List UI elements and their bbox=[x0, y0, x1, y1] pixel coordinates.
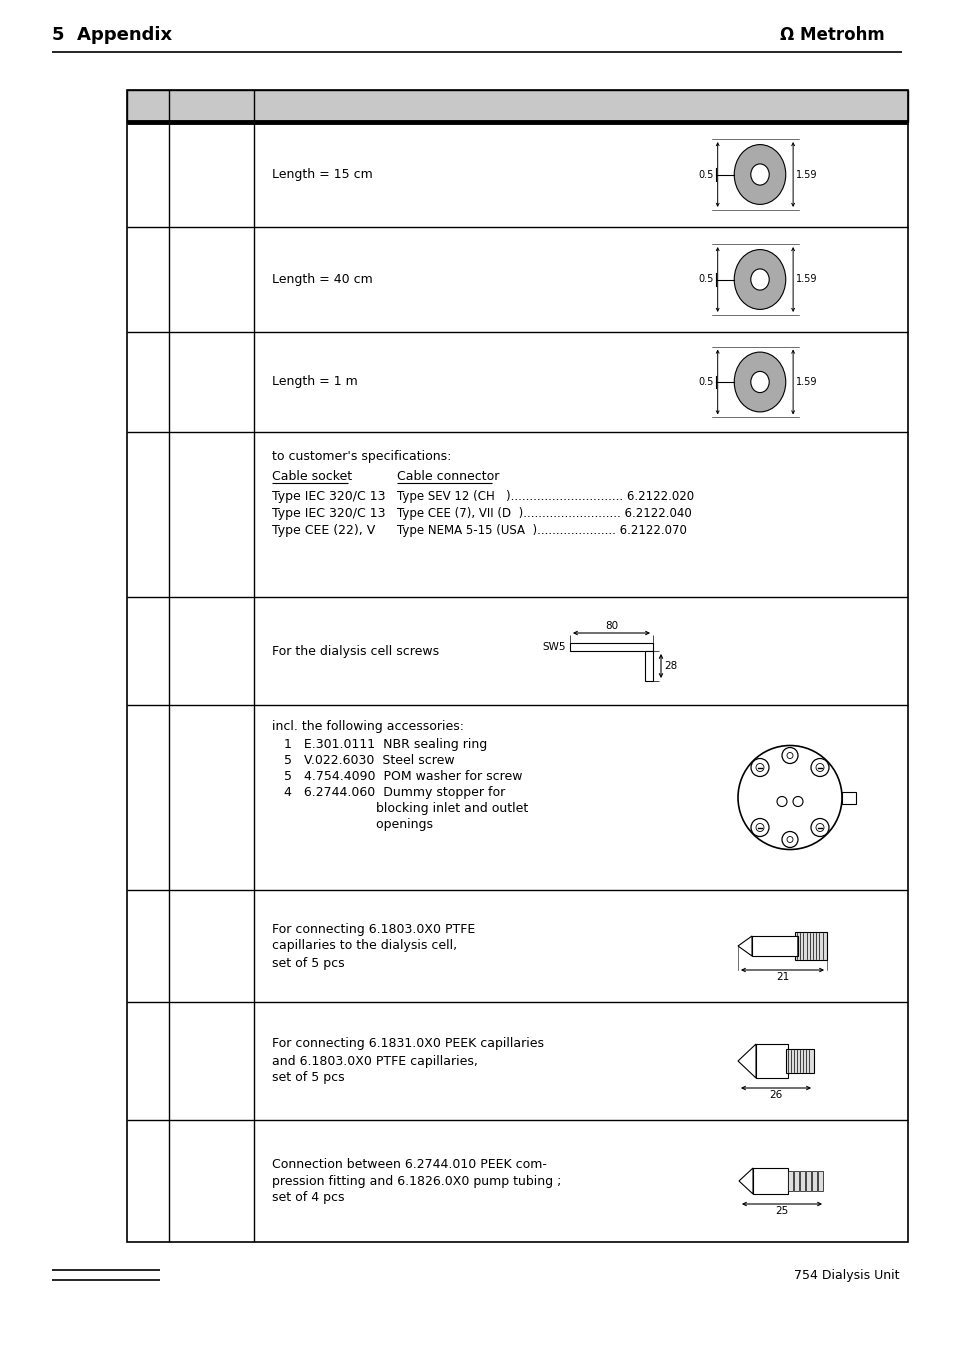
Circle shape bbox=[755, 763, 763, 771]
Polygon shape bbox=[738, 936, 751, 957]
Circle shape bbox=[755, 824, 763, 831]
Text: Connection between 6.2744.010 PEEK com-
pression fitting and 6.1826.0X0 pump tub: Connection between 6.2744.010 PEEK com- … bbox=[272, 1158, 560, 1205]
Text: For connecting 6.1803.0X0 PTFE
capillaries to the dialysis cell,
set of 5 pcs: For connecting 6.1803.0X0 PTFE capillari… bbox=[272, 923, 475, 970]
Text: Length = 40 cm: Length = 40 cm bbox=[272, 273, 373, 286]
Text: 26: 26 bbox=[768, 1090, 781, 1100]
Text: 5  Appendix: 5 Appendix bbox=[52, 26, 172, 45]
Bar bbox=[127, 91, 907, 1242]
Circle shape bbox=[815, 763, 823, 771]
Circle shape bbox=[750, 819, 768, 836]
Text: blocking inlet and outlet: blocking inlet and outlet bbox=[284, 802, 528, 815]
Text: Type IEC 320/C 13: Type IEC 320/C 13 bbox=[272, 490, 385, 503]
Ellipse shape bbox=[734, 353, 785, 412]
Ellipse shape bbox=[750, 163, 768, 185]
Text: For the dialysis cell screws: For the dialysis cell screws bbox=[272, 644, 438, 658]
Text: 1.59: 1.59 bbox=[795, 377, 817, 386]
Circle shape bbox=[781, 747, 797, 763]
Text: Length = 1 m: Length = 1 m bbox=[272, 376, 357, 389]
Ellipse shape bbox=[750, 269, 768, 290]
Text: 0.5: 0.5 bbox=[698, 377, 713, 386]
Bar bbox=[811, 1171, 816, 1192]
Polygon shape bbox=[739, 1169, 752, 1194]
Text: Type NEMA 5-15 (USA  )..................... 6.2122.070: Type NEMA 5-15 (USA )...................… bbox=[396, 524, 686, 536]
Text: incl. the following accessories:: incl. the following accessories: bbox=[272, 720, 463, 734]
Bar bbox=[752, 1169, 787, 1194]
Bar bbox=[127, 91, 907, 122]
Bar bbox=[793, 1171, 799, 1192]
Circle shape bbox=[738, 746, 841, 850]
Text: 80: 80 bbox=[604, 621, 618, 631]
Bar bbox=[794, 932, 826, 961]
Bar bbox=[644, 651, 652, 681]
Text: 0.5: 0.5 bbox=[698, 169, 713, 180]
Text: openings: openings bbox=[284, 817, 433, 831]
Bar bbox=[755, 1044, 787, 1078]
Text: Type SEV 12 (CH   ).............................. 6.2122.020: Type SEV 12 (CH ).......................… bbox=[396, 490, 694, 503]
Ellipse shape bbox=[734, 145, 785, 204]
Text: 5   V.022.6030  Steel screw: 5 V.022.6030 Steel screw bbox=[284, 754, 455, 767]
Bar bbox=[805, 1171, 810, 1192]
Text: Length = 15 cm: Length = 15 cm bbox=[272, 168, 373, 181]
Text: Type CEE (7), VII (D  ).......................... 6.2122.040: Type CEE (7), VII (D )..................… bbox=[396, 507, 691, 520]
Text: Cable socket: Cable socket bbox=[272, 470, 352, 484]
Circle shape bbox=[786, 753, 792, 758]
Circle shape bbox=[792, 797, 802, 807]
Text: 1.59: 1.59 bbox=[795, 169, 817, 180]
Text: Type CEE (22), V: Type CEE (22), V bbox=[272, 524, 375, 536]
Bar bbox=[800, 1171, 804, 1192]
Circle shape bbox=[810, 819, 828, 836]
Bar bbox=[787, 1171, 792, 1192]
Circle shape bbox=[781, 831, 797, 847]
Text: Type IEC 320/C 13: Type IEC 320/C 13 bbox=[272, 507, 385, 520]
Text: 21: 21 bbox=[775, 971, 788, 982]
Circle shape bbox=[750, 758, 768, 777]
Bar bbox=[841, 792, 855, 804]
Text: 25: 25 bbox=[775, 1206, 788, 1216]
Bar bbox=[785, 1048, 813, 1073]
Text: 0.5: 0.5 bbox=[698, 274, 713, 285]
Ellipse shape bbox=[750, 372, 768, 393]
Text: 28: 28 bbox=[663, 661, 677, 671]
Circle shape bbox=[815, 824, 823, 831]
Text: SW5: SW5 bbox=[542, 642, 565, 653]
Bar bbox=[751, 936, 797, 957]
Text: to customer's specifications:: to customer's specifications: bbox=[272, 450, 451, 463]
Text: Ω Metrohm: Ω Metrohm bbox=[780, 26, 883, 45]
Ellipse shape bbox=[734, 250, 785, 309]
Text: 1.59: 1.59 bbox=[795, 274, 817, 285]
Text: 1   E.301.0111  NBR sealing ring: 1 E.301.0111 NBR sealing ring bbox=[284, 738, 487, 751]
Bar bbox=[817, 1171, 822, 1192]
Text: 754 Dialysis Unit: 754 Dialysis Unit bbox=[794, 1269, 899, 1282]
Bar bbox=[569, 643, 652, 651]
Text: 5   4.754.4090  POM washer for screw: 5 4.754.4090 POM washer for screw bbox=[284, 770, 522, 784]
Circle shape bbox=[786, 836, 792, 843]
Polygon shape bbox=[738, 1044, 755, 1078]
Circle shape bbox=[776, 797, 786, 807]
Text: For connecting 6.1831.0X0 PEEK capillaries
and 6.1803.0X0 PTFE capillaries,
set : For connecting 6.1831.0X0 PEEK capillari… bbox=[272, 1038, 543, 1085]
Text: Cable connector: Cable connector bbox=[396, 470, 498, 484]
Text: 4   6.2744.060  Dummy stopper for: 4 6.2744.060 Dummy stopper for bbox=[284, 786, 505, 798]
Circle shape bbox=[810, 758, 828, 777]
